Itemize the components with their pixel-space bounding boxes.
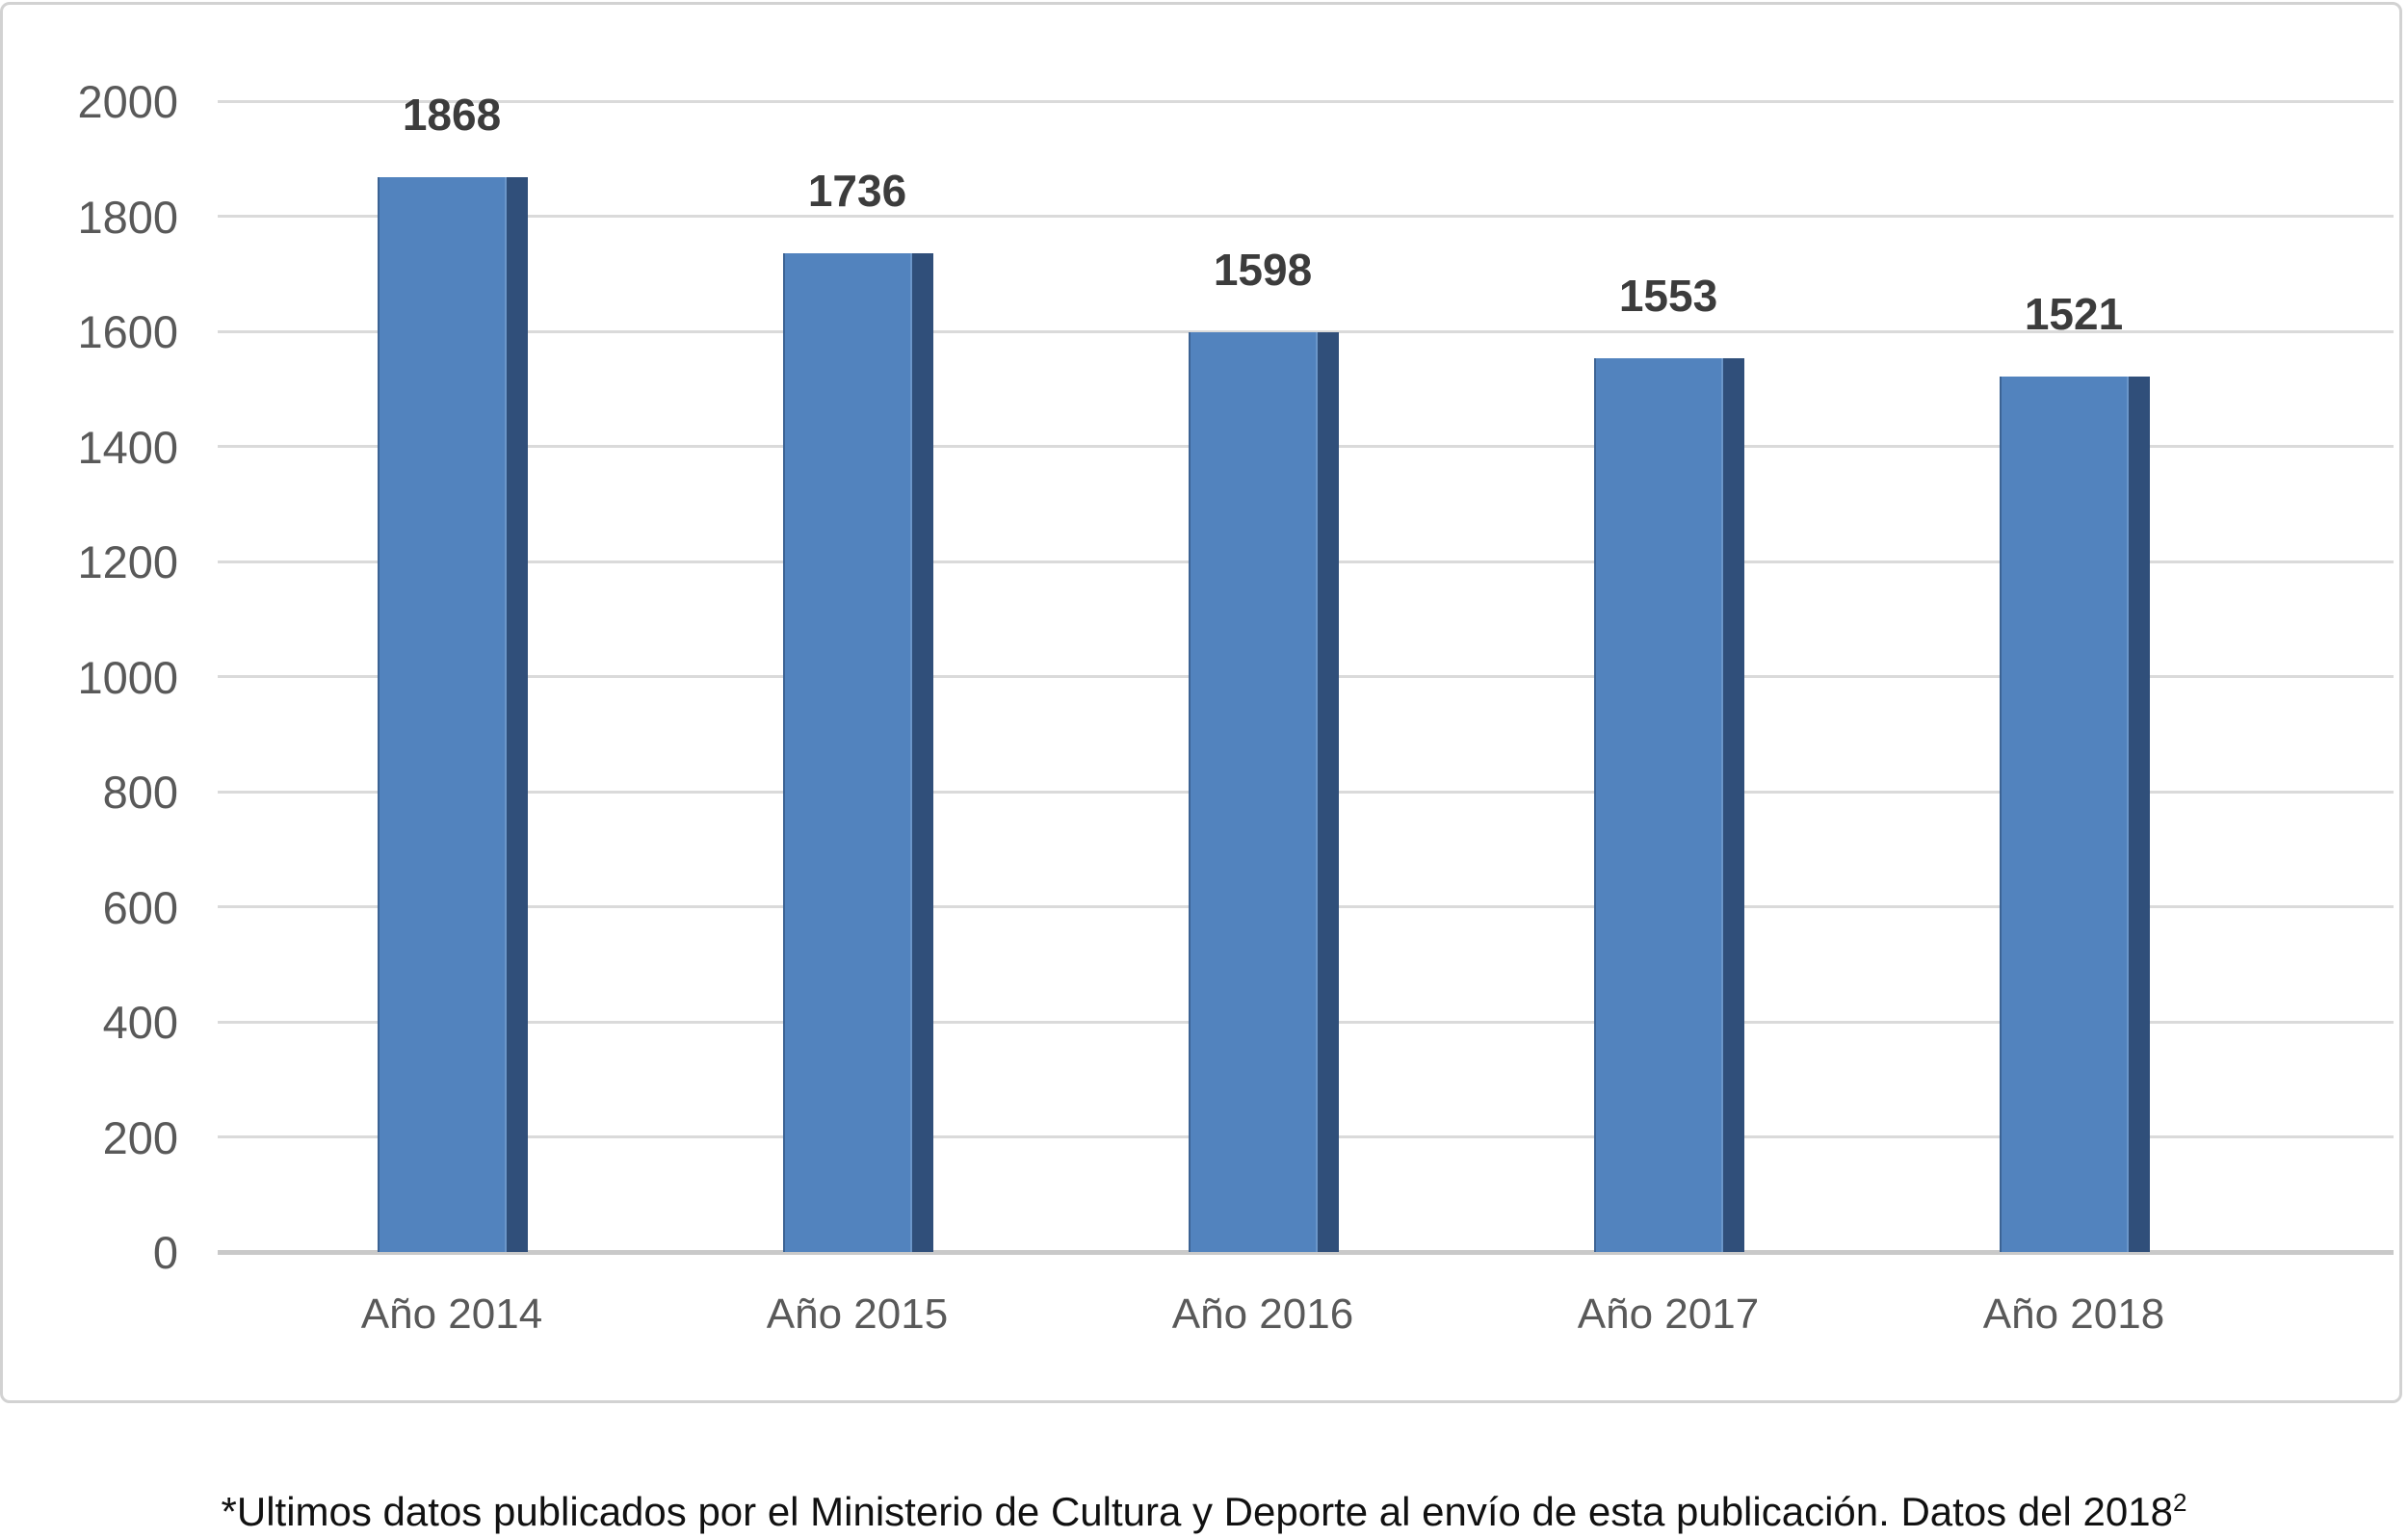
bar: [2000, 377, 2129, 1252]
y-axis-tick-label: 200: [102, 1111, 178, 1163]
bar: [1189, 332, 1318, 1252]
y-gridline: [218, 329, 2394, 333]
x-axis-category-label: Año 2016: [1171, 1290, 1354, 1338]
bar: [378, 176, 507, 1252]
y-axis-tick-label: 1400: [77, 421, 178, 473]
y-axis-tick-label: 1200: [77, 536, 178, 587]
y-axis-tick-label: 1600: [77, 306, 178, 357]
x-axis-category-label: Año 2017: [1577, 1290, 1760, 1338]
y-axis-tick-label: 600: [102, 881, 178, 933]
x-axis-line: [218, 1250, 2394, 1255]
bar-3d-side: [505, 176, 528, 1252]
chart-footnote: *Ultimos datos publicados por el Ministe…: [0, 1489, 2408, 1535]
y-axis-tick-label: 400: [102, 997, 178, 1048]
y-axis-tick-label: 800: [102, 767, 178, 818]
footnote-text: *Ultimos datos publicados por el Ministe…: [221, 1489, 2173, 1534]
bar-value-label: 1868: [402, 89, 502, 140]
bar-chart-plot-area: 0 200 400 600 800 1000 1200 1400 1600 1800 2000 186…: [3, 5, 2405, 1406]
y-gridline: [218, 99, 2394, 103]
x-axis-category-label: Año 2018: [1982, 1290, 2165, 1338]
chart-frame: 0 200 400 600 800 1000 1200 1400 1600 1800 2000 186…: [0, 2, 2402, 1403]
bar-value-label: 1553: [1618, 271, 1718, 322]
y-gridline: [218, 215, 2394, 218]
x-axis-category-label: Año 2014: [360, 1290, 543, 1338]
bar: [1594, 358, 1723, 1252]
y-axis-tick-label: 1800: [77, 191, 178, 243]
y-axis-tick-label: 1000: [77, 651, 178, 703]
bar-value-label: 1521: [2024, 289, 2124, 340]
bar-3d-side: [910, 252, 933, 1252]
footnote-superscript: 2: [2173, 1488, 2187, 1517]
y-axis-tick-label: 2000: [77, 76, 178, 127]
bar-3d-side: [1721, 358, 1744, 1252]
bar-value-label: 1598: [1213, 245, 1313, 296]
bar-value-label: 1736: [807, 165, 907, 216]
bar-3d-side: [2127, 377, 2150, 1252]
bar-3d-side: [1316, 332, 1339, 1252]
x-axis-category-label: Año 2015: [766, 1290, 949, 1338]
bar: [783, 252, 912, 1252]
y-axis-tick-label: 0: [152, 1227, 178, 1278]
